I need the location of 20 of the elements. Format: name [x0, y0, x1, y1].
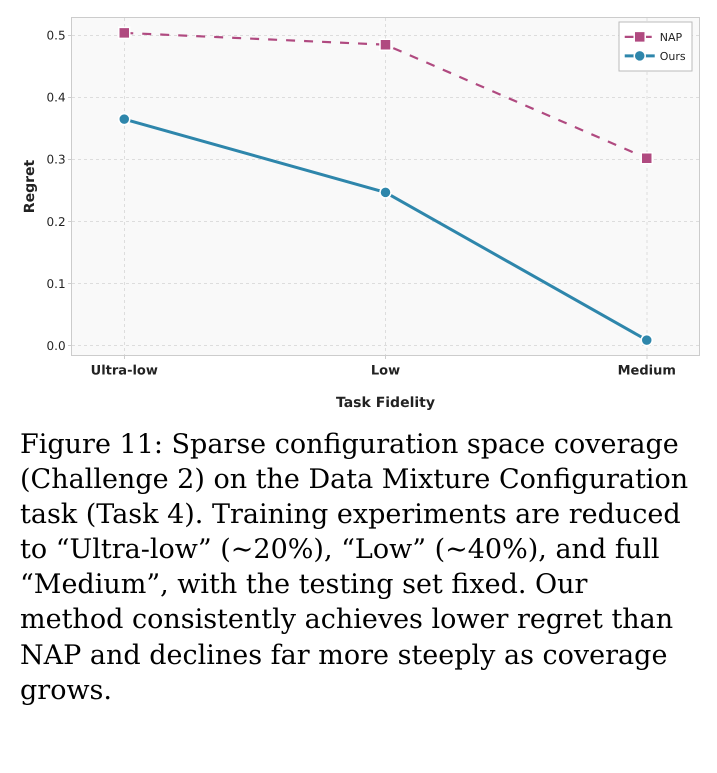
- y-tick-label: 0.0: [46, 338, 66, 353]
- y-axis-title: Regret: [22, 160, 38, 214]
- point: [379, 186, 392, 199]
- y-tick-label: 0.1: [46, 276, 66, 291]
- x-tick-label: Ultra-low: [90, 364, 158, 379]
- legend-label: Ours: [660, 50, 686, 64]
- y-tick-label: 0.5: [46, 28, 66, 43]
- y-tick-label: 0.3: [46, 152, 66, 167]
- y-tick-label: 0.2: [46, 214, 66, 229]
- caption: Figure 11: Sparse configuration space coverage (Challenge 2) on the Data Mixture Configuration task (Task 4). Training experiments are reduced to “Ultra-low” (∼20%), “Low” (∼40%), and full “Medium”, with the testing set fixed. Our method consistently achieves lower regret than NAP and declines far more steeply as coverage grows.: [20, 428, 690, 708]
- x-tick-label: Medium: [618, 364, 676, 379]
- point: [118, 26, 130, 40]
- point: [640, 152, 653, 165]
- y-tick-label: 0.4: [46, 90, 66, 105]
- x-tick-label: Low: [370, 364, 400, 379]
- x-axis-title: Task Fidelity: [336, 395, 436, 411]
- legend-label: NAP: [660, 31, 682, 44]
- point: [118, 112, 130, 126]
- point: [640, 334, 653, 346]
- point: [379, 38, 392, 51]
